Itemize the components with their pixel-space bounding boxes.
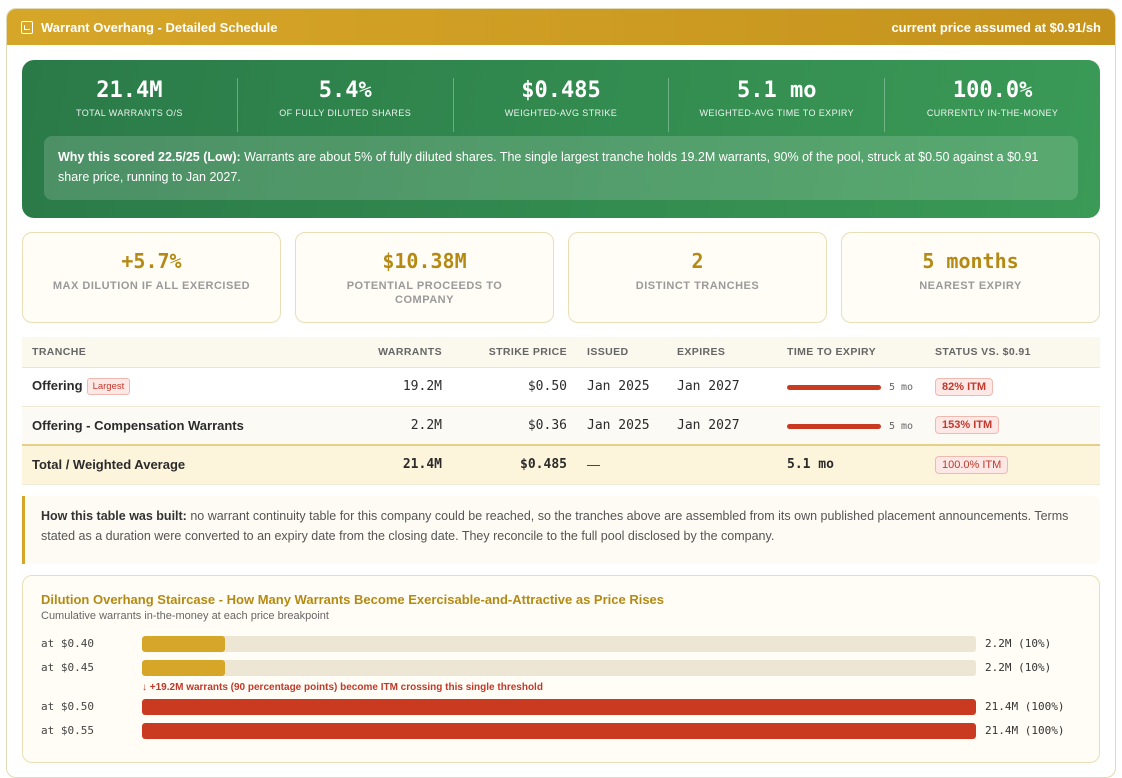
total-strike: $0.485 [442, 444, 567, 485]
card-tranches: 2 DISTINCT TRANCHES [568, 232, 827, 323]
expiry-bar [787, 385, 881, 391]
total-status-badge: 100.0% ITM [935, 455, 1009, 474]
breakpoint-value: 2.2M (10%) [985, 661, 1052, 674]
staircase-row: at $0.40 2.2M (10%) [23, 636, 1099, 652]
staircase-fill [142, 660, 226, 676]
table-header-row: TRANCHE WARRANTS STRIKE PRICE ISSUED EXP… [22, 337, 1100, 368]
issued-cell: Jan 2025 [567, 406, 677, 446]
stat-label: CURRENTLY IN-THE-MONEY [926, 108, 1059, 118]
card-value: +5.7% [121, 249, 182, 273]
strike-cell: $0.50 [442, 367, 567, 407]
staircase-subtitle: Cumulative warrants in-the-money at each… [41, 610, 329, 622]
breakpoint-label: at $0.55 [41, 724, 94, 737]
staircase-row: at $0.50 21.4M (100%) [23, 699, 1099, 715]
stat-itm: 100.0% CURRENTLY IN-THE-MONEY [885, 78, 1100, 132]
card-nearest-expiry: 5 months NEAREST EXPIRY [841, 232, 1100, 323]
staircase-fill [142, 723, 976, 739]
card-label: DISTINCT TRANCHES [635, 280, 760, 292]
stat-label: TOTAL WARRANTS O/S [76, 108, 183, 118]
staircase-track [142, 636, 976, 652]
staircase-row: at $0.45 2.2M (10%) [23, 660, 1099, 676]
table-row[interactable]: Offering - Compensation Warrants 2.2M $0… [22, 406, 1100, 446]
col-strike[interactable]: STRIKE PRICE [442, 337, 567, 368]
tranche-table: TRANCHE WARRANTS STRIKE PRICE ISSUED EXP… [22, 337, 1100, 485]
expires-cell: Jan 2027 [677, 367, 787, 407]
issued-cell: Jan 2025 [567, 367, 677, 407]
total-label: Total / Weighted Average [22, 444, 342, 485]
stat-label: WEIGHTED-AVG TIME TO EXPIRY [699, 108, 855, 118]
expiry-label: 5 mo [889, 420, 914, 432]
col-warrants[interactable]: WARRANTS [342, 337, 442, 368]
staircase-track [142, 723, 976, 739]
total-row: Total / Weighted Average 21.4M $0.485 — … [22, 444, 1100, 485]
stat-label: OF FULLY DILUTED SHARES [279, 108, 412, 118]
score-explanation: Why this scored 22.5/25 (Low): Warrants … [44, 136, 1078, 200]
col-issued[interactable]: ISSUED [567, 337, 677, 368]
card-label: MAX DILUTION IF ALL EXERCISED [52, 280, 251, 292]
total-time: 5.1 mo [787, 444, 935, 485]
strike-cell: $0.36 [442, 406, 567, 446]
breakpoint-label: at $0.40 [41, 637, 94, 650]
tranche-name: Offering [32, 377, 83, 393]
breakpoint-value: 21.4M (100%) [985, 724, 1065, 737]
card-max-dilution: +5.7% MAX DILUTION IF ALL EXERCISED [22, 232, 281, 323]
card-value: $10.38M [382, 249, 467, 273]
col-status[interactable]: STATUS VS. $0.91 [935, 337, 1100, 368]
metric-cards: +5.7% MAX DILUTION IF ALL EXERCISED $10.3… [22, 232, 1100, 323]
card-proceeds: $10.38M POTENTIAL PROCEEDS TO COMPANY [295, 232, 554, 323]
staircase-track [142, 660, 976, 676]
score-text: Warrants are about 5% of fully diluted s… [58, 150, 1039, 184]
tranche-name: Offering - Compensation Warrants [32, 417, 244, 433]
panel-header: Warrant Overhang - Detailed Schedule cur… [7, 9, 1115, 45]
total-issued: — [567, 444, 677, 485]
staircase-fill [142, 699, 976, 715]
stat-value: 5.4% [318, 78, 372, 103]
card-value: 2 [691, 249, 704, 273]
clipboard-icon [21, 20, 33, 34]
stat-total-warrants: 21.4M TOTAL WARRANTS O/S [22, 78, 238, 132]
card-value: 5 months [922, 249, 1019, 273]
stat-value: 21.4M [96, 78, 163, 103]
stat-value: 100.0% [952, 78, 1033, 103]
staircase-title: Dilution Overhang Staircase - How Many W… [41, 592, 665, 607]
stat-value: $0.485 [521, 78, 601, 103]
stat-fully-diluted: 5.4% OF FULLY DILUTED SHARES [238, 78, 454, 132]
total-warrants: 21.4M [342, 444, 442, 485]
col-expires[interactable]: EXPIRES [677, 337, 787, 368]
breakpoint-label: at $0.50 [41, 700, 94, 713]
card-label: NEAREST EXPIRY [919, 280, 1022, 292]
panel-title: Warrant Overhang - Detailed Schedule [41, 19, 278, 35]
warrants-cell: 19.2M [342, 367, 442, 407]
stat-time-to-expiry: 5.1 mo WEIGHTED-AVG TIME TO EXPIRY [669, 78, 886, 132]
staircase-fill [142, 636, 226, 652]
stat-value: 5.1 mo [737, 78, 817, 103]
breakpoint-label: at $0.45 [41, 661, 94, 674]
methodology-note: How this table was built: no warrant con… [22, 496, 1100, 564]
warrants-cell: 2.2M [342, 406, 442, 446]
breakpoint-value: 2.2M (10%) [985, 637, 1052, 650]
note-title: How this table was built: [41, 509, 187, 523]
card-label: POTENTIAL PROCEEDS TO COMPANY [346, 280, 503, 306]
status-badge: 82% ITM [935, 377, 994, 396]
stat-avg-strike: $0.485 WEIGHTED-AVG STRIKE [454, 78, 670, 132]
threshold-note: ↓ +19.2M warrants (90 percentage points)… [142, 682, 543, 693]
col-tranche[interactable]: TRANCHE [22, 337, 342, 368]
staircase-chart: Dilution Overhang Staircase - How Many W… [22, 575, 1100, 763]
note-text: no warrant continuity table for this com… [41, 509, 1069, 543]
status-badge: 153% ITM [935, 416, 1000, 435]
table-row[interactable]: Offering Largest 19.2M $0.50 Jan 2025 Jan… [22, 367, 1100, 407]
staircase-track [142, 699, 976, 715]
breakpoint-value: 21.4M (100%) [985, 700, 1065, 713]
stat-label: WEIGHTED-AVG STRIKE [504, 108, 618, 118]
expiry-bar [787, 423, 881, 429]
expires-cell: Jan 2027 [677, 406, 787, 446]
staircase-row: at $0.55 21.4M (100%) [23, 723, 1099, 739]
col-time[interactable]: TIME TO EXPIRY [787, 337, 935, 368]
expiry-label: 5 mo [889, 382, 914, 394]
summary-banner: 21.4M TOTAL WARRANTS O/S 5.4% OF FULLY DIL… [22, 60, 1100, 218]
price-note: current price assumed at $0.91/sh [891, 19, 1101, 35]
largest-badge: Largest [86, 378, 131, 396]
score-title: Why this scored 22.5/25 (Low): [58, 150, 241, 164]
